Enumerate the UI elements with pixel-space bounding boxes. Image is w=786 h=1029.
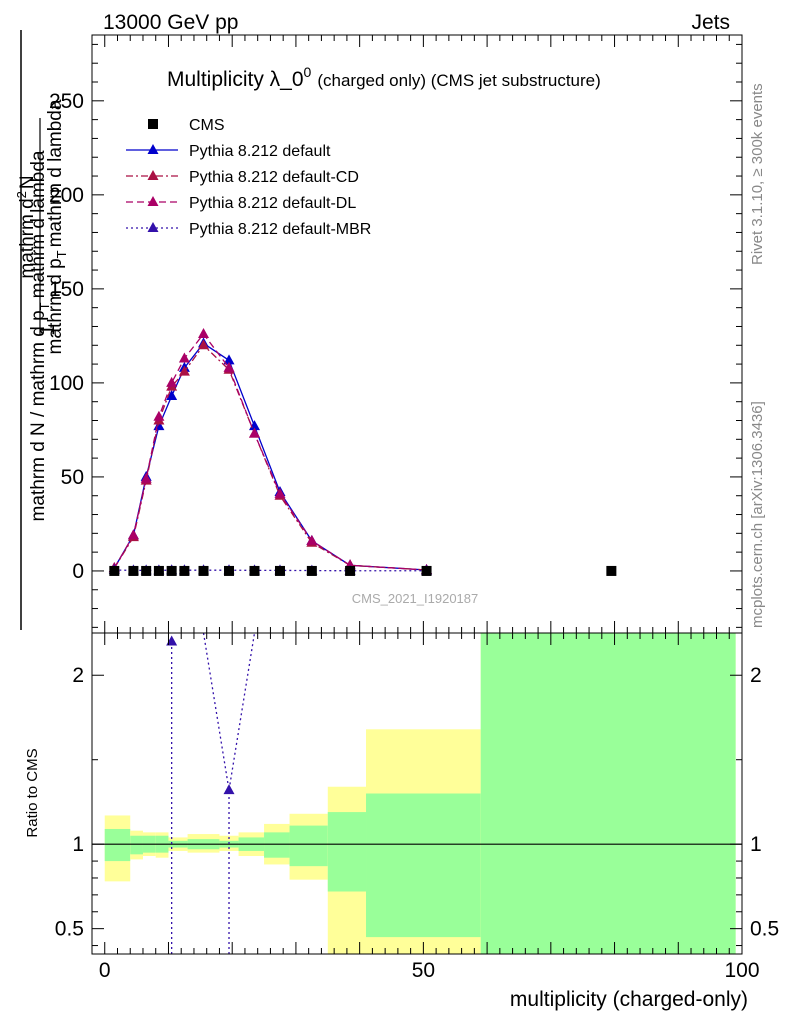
- ylabel-structure: mathrm d N / mathrm d pTmathrm d lambda: [20, 30, 52, 630]
- ratio-green-band: [480, 633, 736, 954]
- cms-data-point: [109, 565, 120, 576]
- ratio-green-band: [327, 812, 367, 892]
- cms-data-point: [198, 565, 209, 576]
- legend-label: Pythia 8.212 default-DL: [189, 195, 356, 212]
- ylabel-frac: mathrm d2N mathrm d pTmathrm d lambda: [14, 99, 69, 354]
- main-y-tick-label: 250: [49, 90, 84, 113]
- series-marker-3: [249, 427, 260, 438]
- ratio-y-tick-label-right: 2: [750, 664, 762, 687]
- ratio-green-band: [264, 832, 290, 858]
- ratio-y-tick-label-right: 0.5: [750, 918, 779, 941]
- ylabel-frac-numerator: mathrm d2N: [14, 175, 38, 278]
- ratio-y-tick-label-left: 0.5: [55, 918, 84, 941]
- ratio-uncertainty-bands: [104, 633, 736, 954]
- main-ticks: 0 50 100 150 200 250: [49, 35, 743, 633]
- legend-label: Pythia 8.212 default: [189, 143, 331, 160]
- legend-marker: [147, 196, 159, 206]
- main-y-axis-label: 1: [36, 324, 59, 336]
- main-y-tick-label: 150: [49, 278, 84, 301]
- ratio-green-band: [130, 835, 143, 855]
- cms-data-point: [421, 565, 432, 576]
- legend-marker: [147, 144, 159, 154]
- series-marker-3: [198, 328, 210, 338]
- series-marker-2: [178, 365, 190, 376]
- mcplots-label: mcplots.cern.ch [arXiv:1306.3436]: [749, 401, 766, 628]
- legend-label: Pythia 8.212 default-MBR: [189, 221, 371, 238]
- legend-label: Pythia 8.212 default-CD: [189, 169, 359, 186]
- ylabel-numerator: 1: [36, 324, 59, 336]
- series-line-1: [113, 342, 427, 571]
- x-axis-label: multiplicity (charged-only): [510, 988, 748, 1011]
- legend-marker: [147, 170, 159, 180]
- ratio-green-band: [366, 793, 481, 938]
- cms-data-point: [166, 565, 177, 576]
- cms-data-point: [153, 565, 164, 576]
- series-marker-3: [127, 529, 139, 540]
- series-marker-1: [223, 354, 235, 365]
- series-marker-3: [166, 376, 178, 387]
- cms-data-point: [306, 565, 317, 576]
- ratio-ticks: 0.5 0.5 1 1 2 2 0 50 100: [55, 633, 779, 982]
- series-line-2: [113, 344, 427, 571]
- series-marker-3: [223, 361, 235, 372]
- plot-title-suffix: (charged only) (CMS jet substructure): [317, 71, 600, 90]
- main-y-tick-label: 100: [49, 372, 84, 395]
- analysis-watermark: CMS_2021_I1920187: [352, 591, 479, 606]
- ratio-y-tick-label-left: 1: [72, 833, 84, 856]
- ratio-green-band: [104, 828, 131, 862]
- mbr-ratio-marker: [166, 635, 178, 646]
- series-line-3: [113, 332, 427, 571]
- rivet-label: Rivet 3.1.10, ≥ 300k events: [749, 83, 766, 265]
- cms-data-point: [128, 565, 139, 576]
- ylabel-frac-denominator: mathrm d pTmathrm d lambda: [45, 99, 69, 354]
- plot-title-main: Multiplicity λ_0: [167, 68, 304, 91]
- series-marker-2: [198, 339, 210, 350]
- ratio-green-band: [289, 825, 328, 867]
- cms-data-point: [141, 565, 152, 576]
- cms-data-point: [224, 565, 235, 576]
- plot-title-sup: 0: [304, 64, 312, 80]
- series-marker-3: [140, 472, 152, 483]
- cms-data-point: [274, 565, 285, 576]
- series-marker-3: [274, 487, 286, 498]
- cms-data-point: [179, 565, 190, 576]
- cms-data-point: [249, 565, 260, 576]
- x-tick-label: 100: [724, 959, 759, 982]
- series-marker-3: [153, 410, 165, 421]
- main-y-tick-label: 0: [72, 560, 84, 583]
- cms-data-point: [606, 565, 617, 576]
- ratio-lines: [92, 632, 742, 954]
- main-data-points: [109, 565, 617, 576]
- plot-title: Multiplicity λ_00 (charged only) (CMS jet…: [167, 64, 601, 91]
- ratio-panel-frame: [91, 632, 743, 955]
- cms-data-point: [345, 565, 356, 576]
- ylabel-denominator: mathrm d N / mathrm d pTmathrm d lambda: [28, 150, 52, 521]
- ratio-y-tick-label-left: 2: [72, 664, 84, 687]
- mbr-ratio-line: [202, 632, 256, 791]
- series-marker-3: [178, 352, 190, 363]
- energy-label: 13000 GeV pp: [103, 11, 238, 34]
- ratio-y-axis-label: Ratio to CMS: [24, 748, 41, 837]
- series-marker-3: [306, 534, 318, 545]
- legend-marker: [147, 222, 159, 232]
- series-marker-1: [166, 390, 178, 401]
- x-tick-label: 50: [412, 959, 435, 982]
- legend-label: CMS: [189, 117, 225, 134]
- ratio-y-tick-label-right: 1: [750, 833, 762, 856]
- main-y-tick-label: 200: [49, 184, 84, 207]
- legend: CMS Pythia 8.212 default Pythia 8.212 defa…: [126, 117, 371, 238]
- x-tick-label: 0: [99, 959, 111, 982]
- category-label: Jets: [691, 11, 730, 34]
- main-series: [108, 328, 433, 575]
- main-y-tick-label: 50: [61, 466, 84, 489]
- legend-marker-cms: [148, 119, 158, 129]
